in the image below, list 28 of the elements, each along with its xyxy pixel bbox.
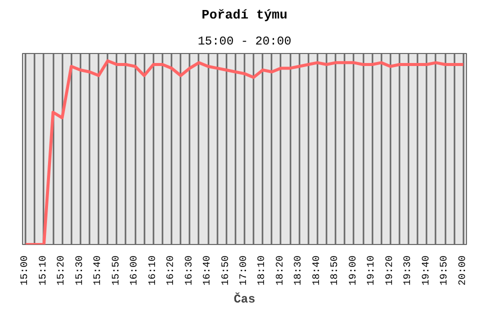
- x-tick-label: 19:10: [366, 255, 378, 286]
- x-tick-label: 19:30: [403, 255, 414, 286]
- x-tick-label: 18:50: [330, 255, 342, 286]
- x-tick-label: 16:00: [130, 255, 141, 286]
- x-axis-title: Čas: [234, 292, 256, 307]
- x-tick-label: 18:20: [275, 255, 286, 286]
- x-tick-label: 15:40: [93, 255, 104, 286]
- x-tick-label: 15:50: [111, 255, 122, 286]
- chart-subtitle: 15:00 - 20:00: [198, 34, 292, 48]
- x-tick-label: 15:30: [74, 255, 86, 286]
- x-tick-label: 19:40: [421, 255, 432, 286]
- x-tick-label: 18:10: [257, 255, 268, 286]
- x-tick-label: 15:10: [38, 255, 50, 286]
- x-tick-label: 19:50: [440, 255, 451, 286]
- x-tick-label: 16:50: [220, 255, 232, 286]
- x-tick-label: 19:20: [384, 255, 396, 286]
- x-tick-label: 17:00: [239, 255, 250, 286]
- x-tick-label: 16:20: [166, 255, 178, 286]
- x-tick-label: 20:00: [458, 255, 469, 286]
- x-tick-label: 16:10: [148, 255, 159, 286]
- chart-title: Pořadí týmu: [202, 8, 288, 22]
- x-tick-label: 15:00: [20, 255, 32, 286]
- x-tick-label: 18:40: [312, 255, 323, 286]
- x-tick-label: 15:20: [56, 255, 68, 286]
- x-tick-label: 16:40: [202, 255, 214, 286]
- x-tick-label: 18:30: [294, 255, 305, 286]
- x-tick-label: 19:00: [348, 255, 360, 286]
- x-tick-label: 16:30: [184, 255, 196, 286]
